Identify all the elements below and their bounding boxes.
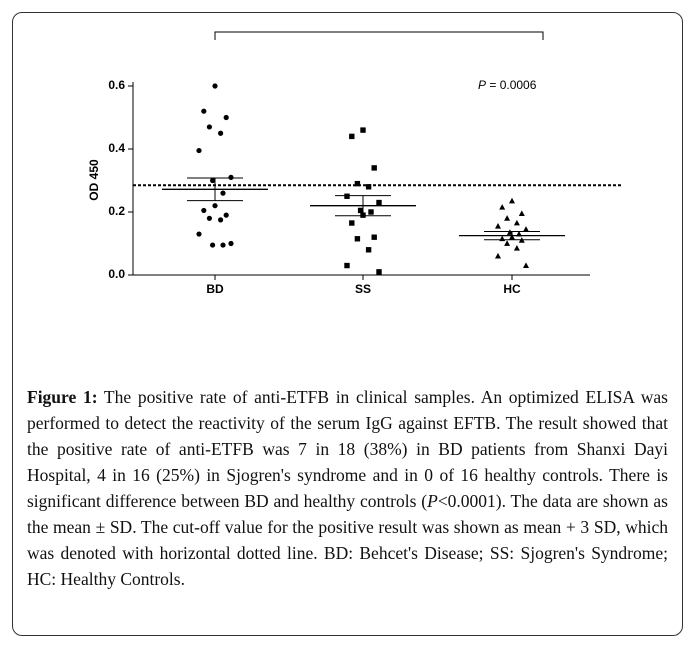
annotation: P = 0.0006 [478, 78, 537, 92]
data-point [506, 229, 513, 235]
x-tick-label: SS [355, 282, 371, 296]
data-point [371, 234, 377, 240]
caption-text: <0.0001). The data are shown as the mean… [27, 491, 668, 589]
data-point [365, 184, 372, 190]
data-point [228, 240, 234, 247]
data-point [504, 215, 511, 221]
data-point [220, 242, 226, 248]
caption-italic: P [427, 491, 438, 511]
annotation-value: = 0.0006 [486, 78, 537, 92]
data-point [523, 262, 529, 268]
y-axis-label: OD 450 [87, 159, 101, 201]
y-tick-label: 0.2 [108, 204, 125, 218]
data-point [376, 199, 382, 206]
data-point [499, 235, 506, 242]
figure-frame [12, 12, 683, 636]
data-point [223, 114, 229, 121]
y-tick-label: 0.0 [108, 267, 125, 281]
data-point [196, 231, 202, 237]
data-point [212, 203, 218, 209]
data-point [201, 207, 207, 214]
data-point [218, 217, 224, 223]
data-point [206, 215, 212, 221]
data-point [206, 124, 212, 130]
data-point [368, 209, 374, 215]
data-point [523, 226, 529, 232]
data-point [509, 197, 515, 204]
data-point [495, 252, 501, 259]
significance-bracket [214, 31, 544, 40]
data-point [349, 220, 355, 226]
x-tick-label: HC [503, 282, 521, 296]
data-point [349, 133, 355, 140]
data-point [504, 240, 511, 246]
caption-label: Figure 1: [27, 387, 98, 407]
data-point [212, 83, 218, 89]
data-point [344, 262, 350, 269]
data-point [357, 207, 364, 214]
data-point [365, 247, 372, 253]
data-point [354, 180, 361, 187]
y-tick-label: 0.6 [108, 78, 125, 92]
data-point [518, 210, 525, 216]
data-point [218, 130, 224, 136]
chart: OD 450 P = 0.0006 0.0 0.2 0.4 0.6 BD SS HC [87, 31, 622, 296]
data-point [196, 147, 202, 154]
data-point [210, 177, 216, 184]
data-point [223, 212, 229, 218]
data-point [210, 242, 216, 248]
caption-text: The positive rate of anti-ETFB in clinic… [27, 387, 668, 511]
caption: Figure 1: The positive rate of anti-ETFB… [27, 384, 668, 592]
data-point [228, 174, 234, 180]
data-point [376, 269, 382, 275]
y-tick-label: 0.4 [108, 141, 125, 155]
data-point [495, 222, 501, 229]
data-point [513, 219, 520, 226]
annotation-p: P [478, 78, 486, 92]
data-point [513, 245, 520, 251]
data-point [371, 165, 377, 171]
data-point [360, 127, 366, 133]
data-point [344, 193, 350, 199]
data-point [354, 236, 361, 242]
data-point [220, 190, 226, 196]
x-tick-label: BD [206, 282, 224, 296]
data-point [499, 204, 506, 210]
data-point [201, 108, 207, 114]
